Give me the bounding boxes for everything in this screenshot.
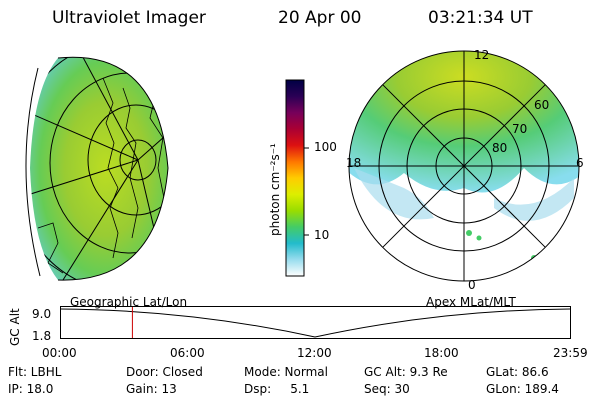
- date-label: 20 Apr 00: [278, 8, 362, 28]
- dsp-value: Dsp: 5.1: [244, 382, 310, 396]
- mlt-label-6: 6: [576, 156, 584, 170]
- timeline-left-title: Geographic Lat/Lon: [70, 295, 188, 309]
- x-tick-00-00: 00:00: [42, 346, 77, 360]
- colorbar: [285, 79, 309, 277]
- gc-alt-value: GC Alt: 9.3 Re: [364, 365, 448, 379]
- y-tick-1-8: 1.8: [32, 329, 52, 343]
- flt-value: Flt: LBHL: [8, 365, 62, 379]
- glon-value: GLon: 189.4: [486, 382, 559, 396]
- polar-plot: [348, 50, 580, 282]
- colorbar-tick-10: 10: [314, 228, 330, 242]
- x-tick-06-00: 06:00: [170, 346, 205, 360]
- time-label: 03:21:34 UT: [428, 8, 533, 28]
- door-value: Door: Closed: [126, 365, 203, 379]
- colorbar-unit-label: photon cm⁻²s⁻¹: [268, 143, 282, 236]
- mode-value: Mode: Normal: [244, 365, 328, 379]
- mlat-label-80: 80: [492, 141, 508, 155]
- geographic-image: [25, 56, 169, 281]
- glat-value: GLat: 86.6: [486, 365, 549, 379]
- x-tick-12-00: 12:00: [297, 346, 332, 360]
- gain-value: Gain: 13: [126, 382, 177, 396]
- timeline-axis-label: GC Alt: [8, 308, 22, 346]
- mlat-label-70: 70: [512, 122, 528, 136]
- ip-value: IP: 18.0: [8, 382, 54, 396]
- mlt-label-0: 0: [468, 278, 476, 292]
- y-tick-9: 9.0: [32, 307, 52, 321]
- timeline-right-title: Apex MLat/MLT: [426, 295, 516, 309]
- x-tick-18-00: 18:00: [424, 346, 459, 360]
- mlt-label-12: 12: [474, 48, 490, 62]
- seq-value: Seq: 30: [364, 382, 410, 396]
- app-title: Ultraviolet Imager: [52, 8, 206, 28]
- altitude-timeline: [60, 306, 571, 339]
- colorbar-tick-100: 100: [314, 140, 337, 154]
- mlat-label-60: 60: [534, 98, 550, 112]
- x-tick-23-59: 23:59: [553, 346, 588, 360]
- mlt-label-18: 18: [346, 156, 362, 170]
